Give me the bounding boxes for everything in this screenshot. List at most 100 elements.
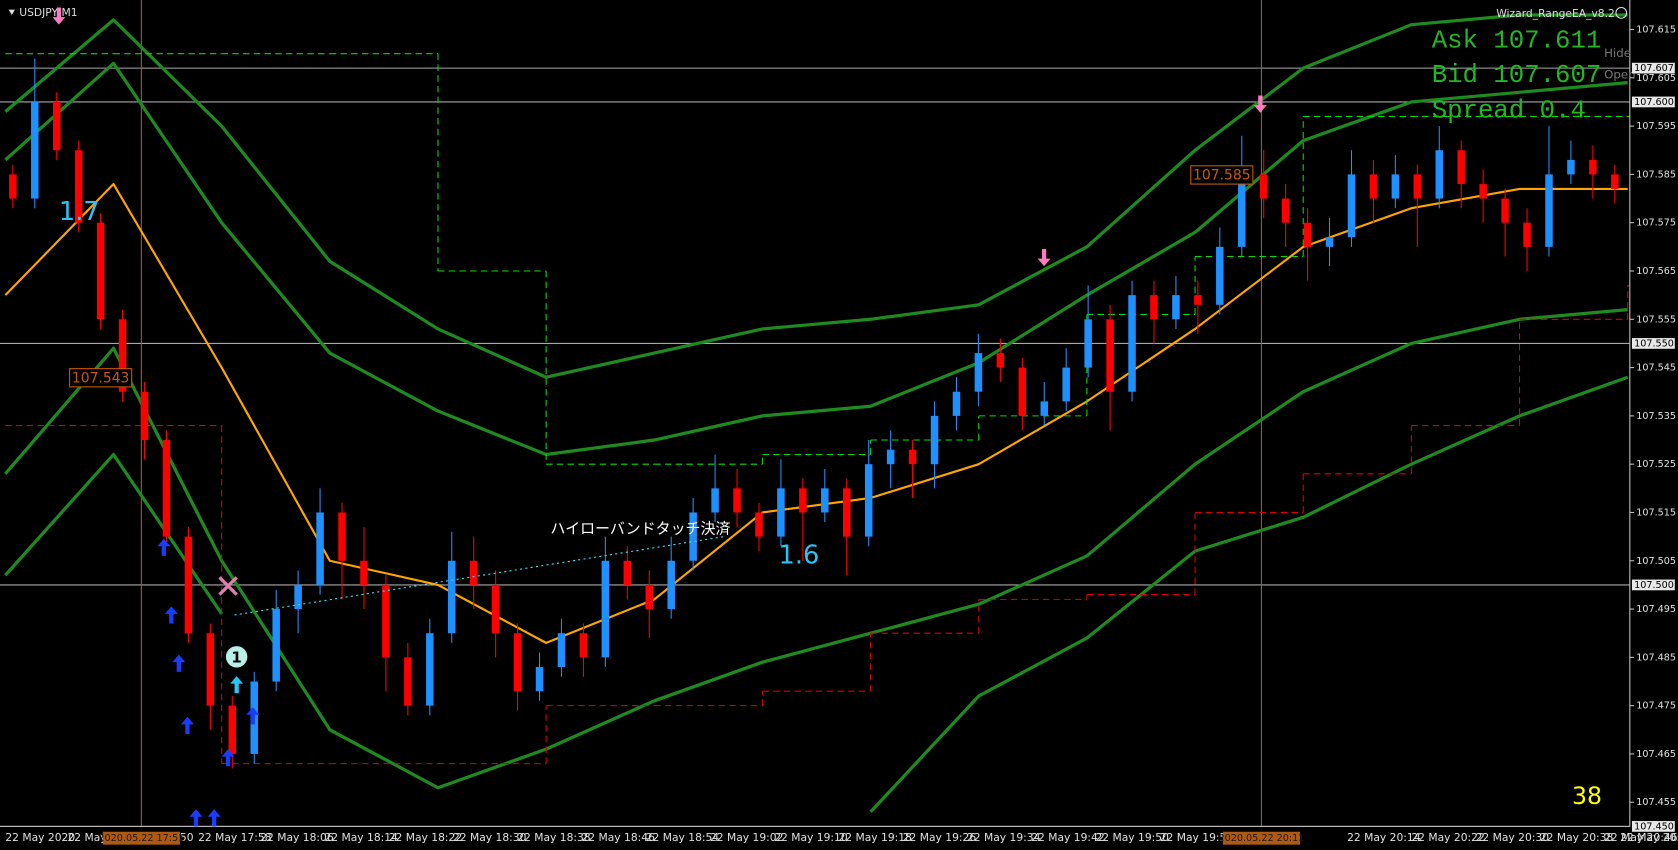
candle-body [930,415,939,465]
candle-body [864,464,873,537]
level-label: 107.607 [1634,63,1674,74]
candle-body [996,353,1005,368]
candle-body [952,391,961,416]
x-tick-label: 22 May 17:58 [198,831,272,844]
candle-body [74,150,83,223]
candle-body [1369,174,1378,199]
hide-button[interactable]: Hide [1604,46,1631,60]
buy-signal [164,606,178,624]
candle-body [974,353,983,392]
x-tick-label: 22 May 18:38 [517,831,591,844]
candle-body [908,449,917,465]
ask-price: Ask 107.611 [1432,27,1602,56]
candle-body [469,560,478,585]
buy-signal [172,654,186,672]
candle-body [1479,184,1487,199]
x-tick-label: 22 May 20:38 [1540,831,1614,844]
sell-signal [1253,95,1267,113]
level-box [1631,579,1675,591]
candle-body [1523,222,1531,247]
level-label: 107.450 [1634,821,1674,832]
buy-signal [189,809,203,827]
band-line [4,61,1628,457]
x-tick-label: 22 May 18:54 [646,831,720,844]
candle-body [1303,222,1312,247]
level-label: 107.500 [1634,580,1674,591]
candle-body [1611,174,1619,189]
x-tick-label: 22 May 19:50 [1095,831,1169,844]
menu-triangle[interactable] [8,9,15,16]
candle-body [1545,174,1553,247]
candle-body [338,512,346,561]
y-tick-label: 107.495 [1636,604,1676,615]
y-tick-label: 107.505 [1636,556,1676,567]
candle-body [1172,295,1180,320]
candle-body [9,174,17,199]
indicator-icon[interactable] [1615,6,1628,19]
candle-body [1259,174,1268,199]
price-box [1190,165,1254,185]
candle-body [1567,159,1575,175]
x-tick-label: 22 May 19:10 [774,831,848,844]
x-tick-label: 22 May 20:22 [1411,831,1484,844]
candle-body [184,536,193,634]
candle-body [404,657,412,706]
level-label: 107.550 [1634,338,1674,349]
x-tick-label: 22 May 19:34 [967,831,1041,844]
candle-body [294,584,302,610]
entry-marker-label: 1 [231,648,241,666]
candle-body [557,633,566,668]
candle-body [513,633,522,692]
buy-signal [180,716,194,735]
price-box [69,368,133,388]
candle-body [1238,174,1246,247]
x-tick-label: 22 May 20:14 [1347,831,1421,844]
candle-body [755,512,763,537]
indicator-name: Wizard_RangeEA_v8.2 [1496,7,1615,20]
buy-signal [246,707,260,725]
candle-body [52,101,61,151]
candle-body [667,560,675,610]
candle-body [206,633,215,706]
candle-body [623,560,632,585]
candle-body [162,440,171,537]
x-tick-label: 22 May 19:58 [1160,831,1234,844]
candle-body [645,584,653,610]
symbol-title: USDJPY,M1 [19,6,77,19]
x-tick-label: 22 May 19:42 [1031,831,1104,844]
candle-body [601,560,610,658]
y-tick-label: 107.515 [1636,507,1676,518]
candle-body [579,633,588,658]
x-tick-label: 22 May [67,831,107,844]
time-marker-box [1222,831,1300,845]
y-tick-label: 107.555 [1636,314,1676,325]
x-tick-label: 22 May 18:30 [453,831,527,844]
x-tick-label: 22 May 18:14 [324,831,398,844]
x-tick-label: 22 May 18:46 [581,831,655,844]
y-tick-label: 107.545 [1636,363,1676,374]
candle-body [272,609,280,682]
exit-cross [218,576,238,596]
mid-value: 1.6 [778,540,819,570]
candle-body [1457,150,1465,185]
candle-body [821,488,829,513]
candle-body [733,488,741,513]
candle-body [491,584,500,634]
entry-marker [225,646,248,668]
open-button[interactable]: Open [1604,68,1635,82]
level-box [1631,96,1675,108]
candle-body [228,705,237,754]
exit-link [234,536,724,616]
x-tick-label: 22 May 20:54 [1620,831,1678,844]
y-tick-label: 107.535 [1636,411,1676,422]
candle-body [1194,295,1202,305]
candle-body [1391,174,1400,199]
exit-note: ハイローバンドタッチ決済 [550,520,730,538]
x-tick-label: 22 May 19:02 [710,831,783,844]
candle-body [1018,367,1027,416]
candle-body [799,488,807,513]
candle-body [1216,246,1224,305]
candle-body [447,560,456,634]
candle-body [1325,237,1334,247]
candle-body [711,488,719,513]
